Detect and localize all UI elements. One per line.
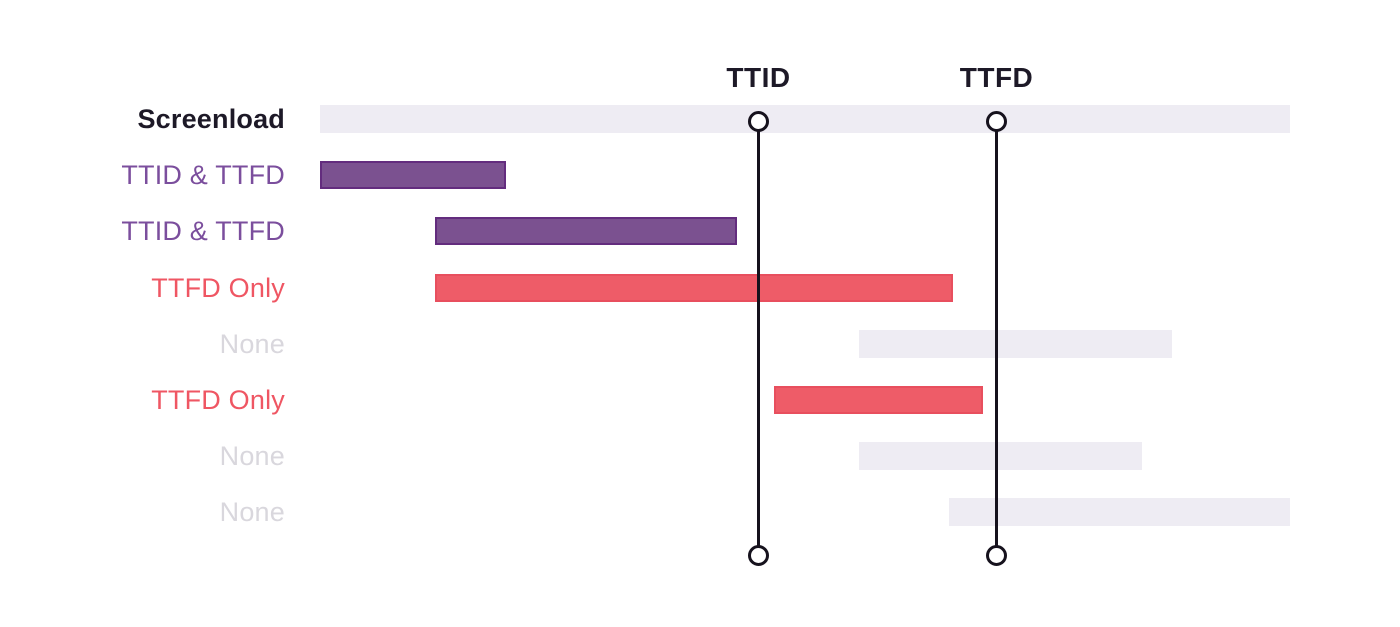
row-label: None	[219, 328, 285, 359]
row-label: None	[219, 497, 285, 528]
timeline-row: None	[0, 328, 1400, 359]
ttfd-marker-title: TTFD	[959, 62, 1034, 93]
timeline-row: Screenload	[0, 105, 1400, 133]
timeline-bar	[949, 498, 1290, 527]
timeline-bar	[435, 217, 737, 246]
rows-layer: Screenload TTID & TTFD TTID & TTFD TTFD …	[0, 105, 1400, 555]
row-label: None	[219, 441, 285, 472]
timeline-bar	[435, 273, 953, 302]
timeline-bar	[320, 105, 1290, 133]
timeline-row: TTFD Only	[0, 384, 1400, 415]
timeline-row: TTID & TTFD	[0, 216, 1400, 247]
timeline-row: TTID & TTFD	[0, 160, 1400, 191]
row-label: TTFD Only	[151, 384, 285, 415]
timeline-row: None	[0, 441, 1400, 472]
timeline-bar	[859, 329, 1172, 358]
row-label: TTFD Only	[151, 272, 285, 303]
row-label: Screenload	[137, 104, 285, 134]
ttid-marker-title: TTID	[726, 62, 791, 93]
timeline-bar	[320, 161, 506, 190]
timeline-bar	[774, 385, 983, 414]
row-label: TTID & TTFD	[121, 160, 285, 191]
timeline-row: None	[0, 497, 1400, 528]
timeline-bar	[859, 442, 1142, 471]
timeline-row: TTFD Only	[0, 272, 1400, 303]
row-label: TTID & TTFD	[121, 216, 285, 247]
